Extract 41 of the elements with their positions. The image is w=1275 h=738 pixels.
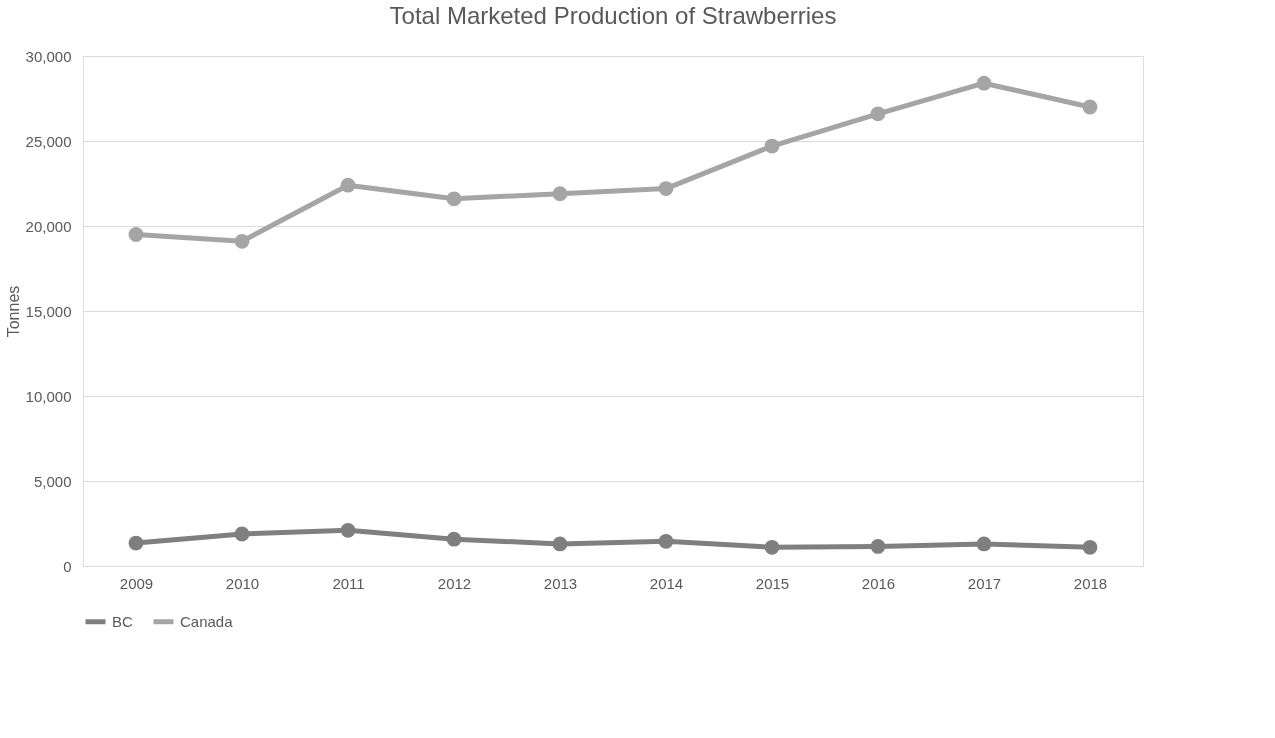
chart-title: Total Marketed Production of Strawberries — [389, 2, 837, 29]
point — [340, 177, 356, 193]
point — [234, 233, 250, 249]
point — [764, 138, 780, 154]
point — [976, 536, 992, 552]
y-tick-label: 30,000 — [25, 47, 72, 65]
legend-label: Canada — [180, 612, 234, 630]
x-tick-label: 2014 — [649, 574, 684, 592]
y-axis-title: Tonnes — [4, 285, 22, 338]
y-tick-label: 25,000 — [25, 132, 72, 150]
point — [552, 186, 568, 202]
y-tick-label: 0 — [63, 557, 72, 575]
x-tick-label: 2012 — [437, 574, 472, 592]
point — [976, 75, 992, 91]
point — [446, 191, 462, 207]
x-tick-label: 2018 — [1073, 574, 1108, 592]
point — [870, 539, 886, 554]
point — [340, 522, 356, 538]
point — [1082, 99, 1098, 115]
y-tick-label: 10,000 — [25, 387, 72, 405]
y-tick-label: 15,000 — [25, 302, 72, 320]
x-tick-label: 2011 — [332, 574, 365, 592]
point — [234, 526, 250, 542]
legend-label: BC — [112, 612, 133, 630]
point — [658, 181, 674, 196]
x-tick-label: 2010 — [225, 574, 260, 592]
x-tick-label: 2013 — [543, 574, 578, 592]
point — [1082, 539, 1098, 555]
point — [446, 531, 462, 547]
x-tick-label: 2017 — [967, 574, 1002, 592]
point — [552, 536, 568, 552]
point — [128, 535, 144, 551]
point — [658, 533, 674, 549]
x-tick-label: 2015 — [755, 574, 790, 592]
point — [764, 539, 780, 555]
point — [870, 106, 886, 122]
x-tick-label: 2009 — [119, 574, 154, 592]
y-tick-label: 20,000 — [25, 217, 72, 235]
point — [128, 227, 144, 242]
x-tick-label: 2016 — [861, 574, 896, 592]
y-tick-label: 5,000 — [33, 472, 72, 490]
